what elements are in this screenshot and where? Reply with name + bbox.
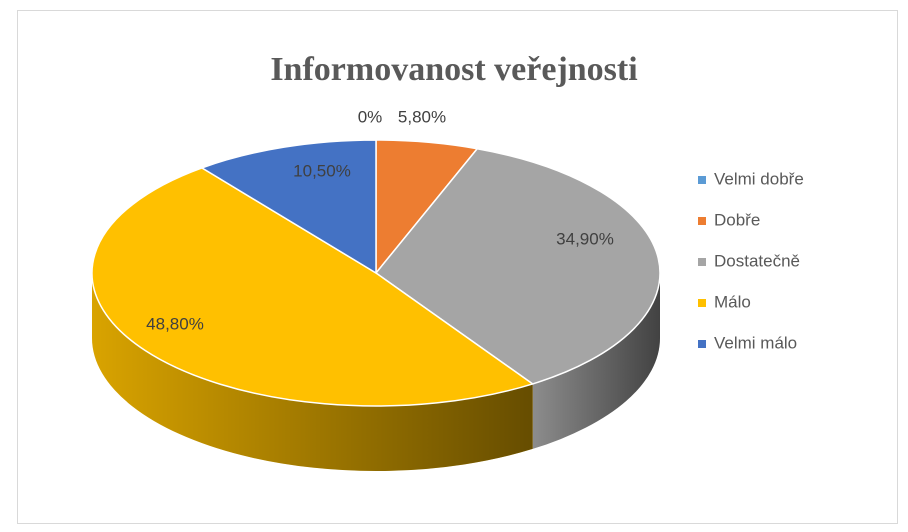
slice [374, 147, 661, 385]
legend-swatch [698, 176, 706, 184]
pie [91, 139, 661, 471]
legend: Velmi dobře Dobře Dostatečně Málo Velmi málo [698, 169, 804, 352]
legend-swatch [698, 258, 706, 266]
legend-label: Málo [714, 292, 751, 311]
slice-side-shade [532, 273, 660, 449]
data-label: 34,90% [556, 229, 614, 248]
slice [200, 139, 377, 275]
data-label: 48,80% [146, 314, 204, 333]
chart-title: Informovanost veřejnosti [270, 51, 637, 88]
legend-swatch [698, 299, 706, 307]
slice [91, 167, 535, 407]
labels: 0% 5,80% 34,90% 48,80% 10,50% [146, 107, 614, 333]
data-label: 5,80% [398, 107, 446, 126]
slice-side-shade [92, 273, 533, 471]
legend-swatch [698, 217, 706, 225]
legend-label: Dostatečně [714, 251, 800, 270]
data-label: 0% [358, 107, 383, 126]
data-label: 10,50% [293, 161, 351, 180]
legend-label: Dobře [714, 210, 760, 229]
legend-label: Velmi málo [714, 333, 797, 352]
legend-label: Velmi dobře [714, 169, 804, 188]
legend-swatch [698, 340, 706, 348]
